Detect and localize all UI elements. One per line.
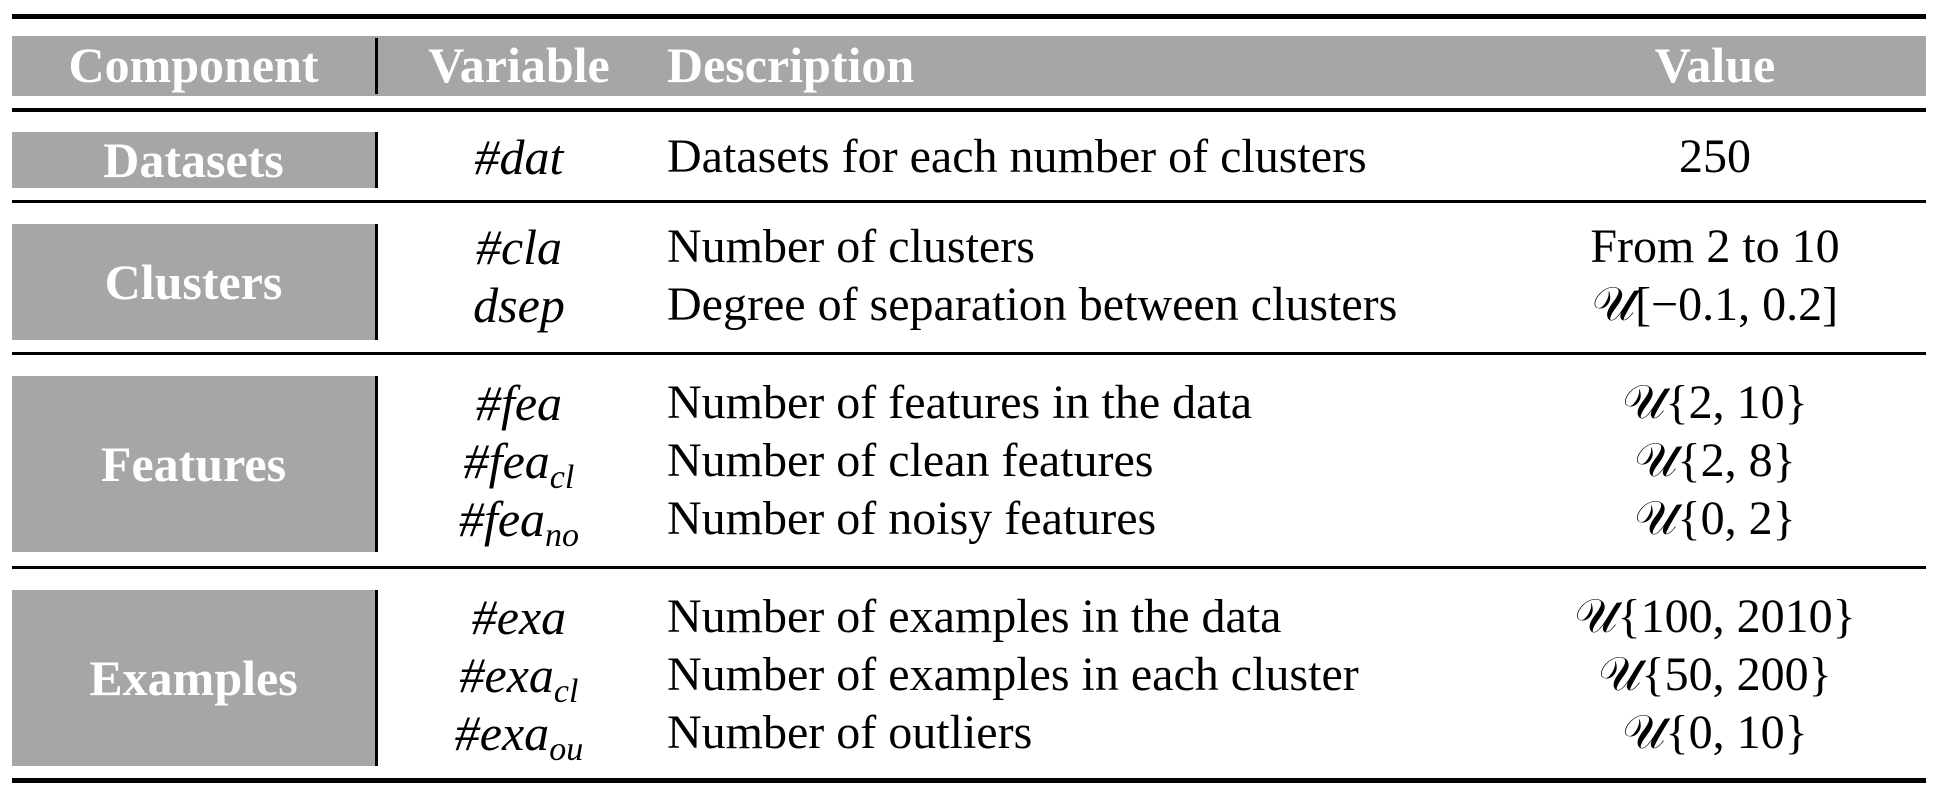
bottom-rule	[12, 778, 1926, 783]
header-value: Value	[1654, 37, 1776, 93]
datasets-rule	[12, 200, 1926, 203]
clusters-rule	[12, 352, 1926, 355]
value-fea-no: 𝒰{0, 2}	[1634, 492, 1796, 545]
description-dat: Datasets for each number of clusters	[667, 130, 1367, 183]
description-fea-cl: Number of clean features	[667, 434, 1154, 487]
header-description: Description	[667, 37, 915, 93]
datasets-band	[12, 132, 375, 188]
component-clusters: Clusters	[104, 254, 283, 310]
value-cla: From 2 to 10	[1590, 220, 1840, 273]
header-divider	[375, 38, 378, 94]
datasets-divider	[375, 132, 378, 188]
component-features: Features	[100, 436, 287, 492]
clusters-band	[12, 224, 375, 340]
features-rule	[12, 566, 1926, 569]
component-examples: Examples	[89, 650, 298, 706]
features-band	[12, 376, 375, 552]
features-divider	[375, 376, 378, 552]
description-exa-ou: Number of outliers	[667, 706, 1033, 759]
value-exa-cl: 𝒰{50, 200}	[1598, 648, 1832, 701]
value-exa: 𝒰{100, 2010}	[1574, 590, 1856, 643]
description-exa-cl: Number of examples in each cluster	[667, 648, 1359, 701]
header-variable: Variable	[428, 37, 610, 93]
variable-dsep: dsep	[473, 277, 565, 333]
examples-band	[12, 590, 375, 766]
description-fea-no: Number of noisy features	[667, 492, 1157, 545]
description-exa: Number of examples in the data	[667, 590, 1282, 643]
variable-dat: #dat	[474, 129, 564, 185]
top-rule	[12, 14, 1926, 19]
value-exa-ou: 𝒰{0, 10}	[1622, 706, 1808, 759]
examples-divider	[375, 590, 378, 766]
variable-fea-cl: #feacl	[463, 433, 575, 496]
variable-fea: #fea	[475, 375, 563, 431]
header-band	[12, 36, 1926, 96]
variable-exa: #exa	[471, 589, 567, 645]
value-fea: 𝒰{2, 10}	[1622, 376, 1808, 429]
value-fea-cl: 𝒰{2, 8}	[1634, 434, 1796, 487]
variable-exa-cl: #exacl	[459, 647, 579, 710]
variable-exa-ou: #exaou	[454, 705, 584, 768]
description-fea: Number of features in the data	[667, 376, 1253, 429]
variable-cla: #cla	[475, 219, 563, 275]
header-component: Component	[68, 37, 319, 93]
description-cla: Number of clusters	[667, 220, 1035, 273]
variable-fea-no: #feano	[458, 491, 580, 554]
component-datasets: Datasets	[103, 132, 284, 188]
description-dsep: Degree of separation between clusters	[667, 278, 1398, 331]
clusters-divider	[375, 224, 378, 340]
value-dat: 250	[1679, 130, 1751, 183]
header-rule	[12, 108, 1926, 112]
value-dsep: 𝒰[−0.1, 0.2]	[1591, 278, 1839, 331]
